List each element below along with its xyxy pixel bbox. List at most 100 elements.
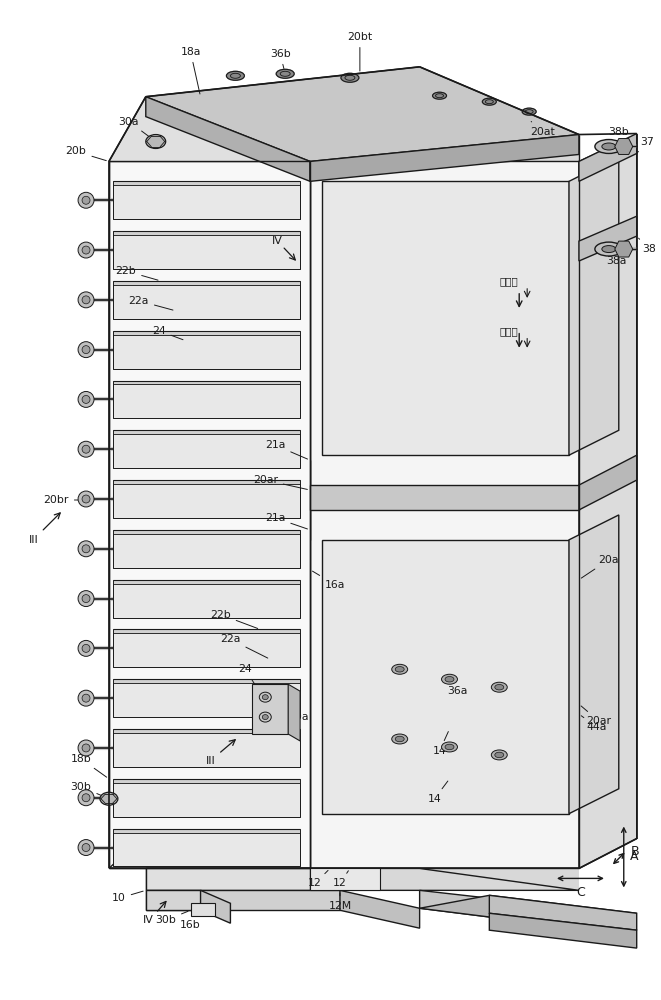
Ellipse shape [595, 242, 623, 256]
Text: 37: 37 [637, 137, 654, 153]
Text: 制冷剂: 制冷剂 [500, 326, 519, 336]
Polygon shape [113, 384, 300, 418]
Polygon shape [113, 331, 300, 335]
Ellipse shape [82, 744, 90, 752]
Polygon shape [113, 580, 300, 584]
Text: 20b: 20b [65, 146, 106, 161]
Ellipse shape [602, 143, 616, 150]
Ellipse shape [602, 246, 616, 253]
Polygon shape [113, 733, 300, 767]
Ellipse shape [78, 591, 94, 607]
Text: 22b: 22b [210, 610, 258, 628]
Polygon shape [489, 913, 637, 948]
Polygon shape [113, 231, 300, 235]
Text: 36b: 36b [270, 49, 291, 71]
Text: 36a: 36a [447, 679, 467, 696]
Text: 38b: 38b [608, 127, 629, 144]
Text: 12M: 12M [329, 893, 352, 911]
Polygon shape [113, 783, 300, 817]
Ellipse shape [495, 752, 504, 758]
Text: 38: 38 [639, 238, 656, 254]
Text: 20br: 20br [44, 495, 106, 505]
Ellipse shape [595, 140, 623, 153]
Text: B: B [631, 845, 639, 858]
Text: 44a: 44a [581, 716, 607, 732]
Polygon shape [113, 285, 300, 319]
Ellipse shape [259, 692, 271, 702]
Polygon shape [489, 895, 637, 930]
Ellipse shape [82, 296, 90, 304]
Text: 30b: 30b [71, 782, 106, 798]
Polygon shape [420, 890, 579, 928]
Polygon shape [579, 134, 637, 181]
Ellipse shape [491, 682, 507, 692]
Text: 21a: 21a [265, 440, 307, 459]
Polygon shape [253, 684, 288, 734]
Text: 22b: 22b [116, 266, 158, 280]
Text: 30a: 30a [118, 117, 153, 140]
Text: 14: 14 [433, 732, 448, 756]
Ellipse shape [276, 69, 294, 78]
Polygon shape [322, 181, 569, 455]
Ellipse shape [100, 792, 118, 805]
Polygon shape [340, 890, 420, 928]
Ellipse shape [392, 734, 408, 744]
Text: 16a: 16a [313, 571, 345, 590]
Text: A: A [629, 850, 638, 863]
Polygon shape [113, 633, 300, 667]
Polygon shape [190, 903, 215, 916]
Text: 30a: 30a [278, 706, 309, 722]
Ellipse shape [82, 346, 90, 354]
Polygon shape [310, 135, 579, 890]
Ellipse shape [341, 73, 359, 82]
Polygon shape [113, 833, 300, 866]
Polygon shape [569, 515, 619, 814]
Polygon shape [113, 480, 300, 484]
Ellipse shape [78, 292, 94, 308]
Text: 制冷剂: 制冷剂 [500, 276, 519, 286]
Text: C: C [576, 886, 586, 899]
Ellipse shape [82, 545, 90, 553]
Polygon shape [113, 829, 300, 833]
Polygon shape [113, 584, 300, 618]
Ellipse shape [82, 644, 90, 652]
Polygon shape [146, 67, 579, 161]
Ellipse shape [78, 192, 94, 208]
Polygon shape [615, 241, 633, 257]
Text: IV: IV [143, 915, 154, 925]
Ellipse shape [259, 712, 271, 722]
Ellipse shape [445, 677, 454, 682]
Polygon shape [322, 540, 569, 814]
Polygon shape [310, 868, 380, 890]
Ellipse shape [442, 742, 457, 752]
Polygon shape [579, 216, 637, 261]
Text: 12: 12 [333, 871, 348, 888]
Ellipse shape [78, 541, 94, 557]
Polygon shape [109, 161, 310, 868]
Ellipse shape [82, 495, 90, 503]
Polygon shape [146, 890, 340, 910]
Text: 20at: 20at [529, 121, 555, 137]
Ellipse shape [78, 790, 94, 806]
Ellipse shape [483, 98, 496, 105]
Text: 18b: 18b [71, 754, 106, 777]
Text: 12: 12 [308, 870, 328, 888]
Ellipse shape [78, 840, 94, 855]
Polygon shape [579, 455, 637, 510]
Polygon shape [113, 381, 300, 384]
Polygon shape [113, 181, 300, 185]
Polygon shape [200, 890, 231, 923]
Text: 30b: 30b [155, 911, 188, 925]
Ellipse shape [262, 715, 268, 720]
Polygon shape [113, 335, 300, 369]
Text: 21a: 21a [265, 513, 307, 529]
Text: 20ar: 20ar [253, 475, 307, 489]
Ellipse shape [491, 750, 507, 760]
Text: III: III [28, 535, 38, 545]
Text: 20bt: 20bt [347, 32, 372, 71]
Polygon shape [113, 185, 300, 219]
Ellipse shape [78, 491, 94, 507]
Polygon shape [569, 156, 619, 455]
Polygon shape [113, 683, 300, 717]
Text: 10: 10 [112, 891, 143, 903]
